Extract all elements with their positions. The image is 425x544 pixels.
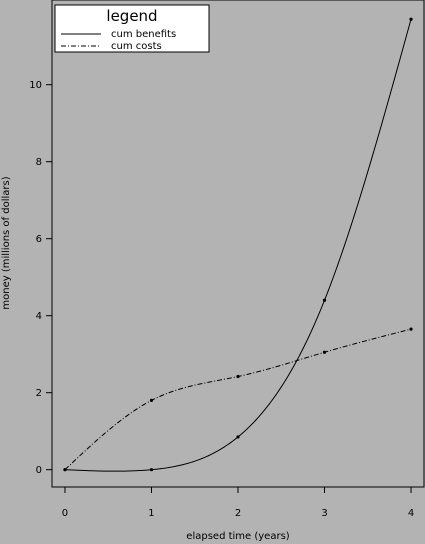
x-axis-label: elapsed time (years) <box>186 531 289 542</box>
data-point-cum-benefits <box>236 435 240 439</box>
legend-title: legend <box>106 7 157 25</box>
y-tick-label: 6 <box>36 234 42 245</box>
data-point-cum-costs <box>322 350 327 354</box>
data-point-cum-benefits <box>322 298 327 302</box>
y-axis-label: money (millions of dollars) <box>1 176 12 309</box>
legend-box <box>54 4 210 53</box>
x-tick-label: 0 <box>62 508 68 519</box>
y-tick-label: 4 <box>36 311 42 322</box>
y-tick-label: 8 <box>36 157 42 168</box>
x-tick-label: 4 <box>408 508 414 519</box>
y-tick-label: 10 <box>29 80 42 91</box>
x-tick-label: 3 <box>321 508 327 519</box>
tick-layer: 0 1 2 3 4 0 2 4 6 8 10 <box>29 80 414 519</box>
legend-label-cum-costs: cum costs <box>111 41 162 52</box>
plot-area <box>51 0 425 488</box>
data-point-cum-costs <box>236 374 240 379</box>
data-point-cum-benefits <box>149 468 154 472</box>
x-tick-label: 2 <box>235 508 241 519</box>
data-point-cum-costs <box>149 398 154 402</box>
data-point-cum-benefits <box>409 17 413 21</box>
y-tick-label: 2 <box>36 388 42 399</box>
data-point-cum-costs <box>409 327 413 331</box>
y-tick-label: 0 <box>36 465 42 476</box>
legend: legend cum benefits cum costs <box>54 4 210 53</box>
legend-label-cum-benefits: cum benefits <box>111 29 176 40</box>
marker-layer <box>63 17 413 472</box>
data-point-cum-costs <box>63 468 67 472</box>
x-tick-label: 1 <box>148 508 154 519</box>
